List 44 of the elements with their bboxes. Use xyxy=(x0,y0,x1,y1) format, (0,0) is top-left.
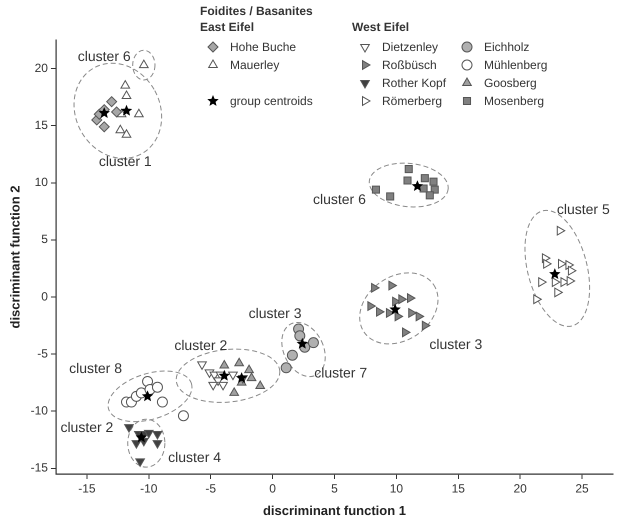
y-tick-label: -10 xyxy=(30,403,48,418)
annotation: cluster 1 xyxy=(98,153,152,170)
x-tick-label: 25 xyxy=(575,482,590,496)
text: East Eifel xyxy=(200,20,254,34)
legend-label: Hohe Buche xyxy=(230,40,296,54)
annotation: cluster 2 xyxy=(60,419,114,436)
legend-label: Römerberg xyxy=(382,94,442,108)
y-tick-label: -15 xyxy=(30,460,48,475)
x-tick-label: 15 xyxy=(452,482,466,496)
legend-label: Mosenberg xyxy=(484,94,544,108)
text: West Eifel xyxy=(352,20,410,34)
x-tick-label: -10 xyxy=(140,482,158,496)
y-tick-label: 5 xyxy=(41,232,48,246)
legend-label: Goosberg xyxy=(484,76,537,90)
annotation: cluster 6 xyxy=(78,48,131,64)
y-tick-label: 20 xyxy=(34,60,48,75)
annotation: cluster 5 xyxy=(556,201,610,218)
legend-label: Mühlenberg xyxy=(484,58,548,72)
annotation: cluster 4 xyxy=(168,448,222,465)
y-tick-label: -5 xyxy=(37,346,48,360)
x-tick-label: 20 xyxy=(513,482,528,496)
x-tick-label: -15 xyxy=(78,482,96,496)
annotation: cluster 3 xyxy=(248,304,302,321)
x-tick-label: 0 xyxy=(269,482,276,496)
annotation: cluster 2 xyxy=(174,336,228,353)
x-tick-label: -5 xyxy=(205,482,216,496)
legend-label: Dietzenley xyxy=(382,40,438,54)
annotation: cluster 6 xyxy=(312,190,366,207)
legend-title: Foidites / Basanites xyxy=(200,4,313,18)
y-tick-label: 10 xyxy=(34,175,48,190)
legend-label: Mauerley xyxy=(230,58,280,72)
legend-label: group centroids xyxy=(230,94,313,108)
x-axis-title: discriminant function 1 xyxy=(262,502,406,518)
x-tick-label: 10 xyxy=(390,482,404,496)
y-tick-label: 0 xyxy=(41,289,48,304)
x-tick-label: 5 xyxy=(331,482,338,496)
legend-label: Rother Kopf xyxy=(382,76,446,90)
legend-label: Eichholz xyxy=(484,40,530,54)
annotation: cluster 8 xyxy=(69,360,122,376)
annotation: cluster 3 xyxy=(429,336,482,352)
y-tick-label: 15 xyxy=(34,118,48,132)
y-axis-title: discriminant function 2 xyxy=(7,185,22,329)
legend-label: Roßbüsch xyxy=(382,58,437,72)
annotation: cluster 7 xyxy=(314,364,368,380)
